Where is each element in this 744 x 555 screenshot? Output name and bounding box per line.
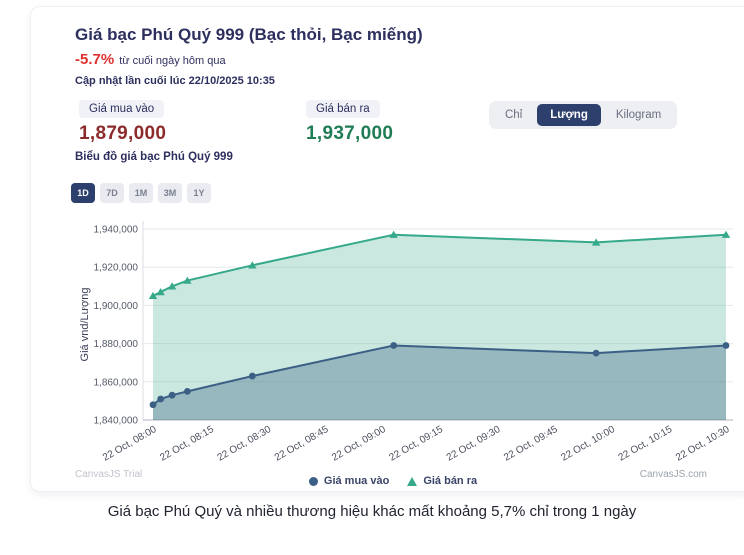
svg-text:1,840,000: 1,840,000	[94, 416, 139, 427]
change-row: -5.7% từ cuối ngày hôm qua	[75, 51, 226, 68]
canvasjs-trial-watermark: CanvasJS Trial	[75, 469, 143, 480]
unit-option-chỉ[interactable]: Chỉ	[492, 104, 535, 126]
svg-text:22 Oct, 08:30: 22 Oct, 08:30	[216, 424, 274, 464]
buy-price-label: Giá mua vào	[79, 100, 165, 118]
unit-toggle: Chỉ Lượng Kilogram	[489, 101, 678, 129]
chart-heading: Biểu đồ giá bạc Phú Quý 999	[75, 151, 233, 163]
page-title: Giá bạc Phú Quý 999 (Bạc thỏi, Bạc miếng…	[75, 25, 423, 44]
svg-text:22 Oct, 09:30: 22 Oct, 09:30	[445, 424, 503, 464]
svg-text:22 Oct, 08:15: 22 Oct, 08:15	[158, 424, 216, 464]
range-buttons: 1D 7D 1M 3M 1Y	[71, 183, 211, 203]
svg-text:1,940,000: 1,940,000	[94, 225, 139, 236]
svg-text:22 Oct, 10:00: 22 Oct, 10:00	[559, 424, 617, 464]
last-updated: Cập nhật lần cuối lúc 22/10/2025 10:35	[75, 75, 275, 87]
circle-marker-icon	[308, 476, 318, 486]
price-chart-card: Giá bạc Phú Quý 999 (Bạc thỏi, Bạc miếng…	[30, 6, 744, 492]
unit-option-lượng[interactable]: Lượng	[537, 104, 601, 126]
range-option-3m[interactable]: 3M	[158, 183, 182, 203]
svg-text:22 Oct, 09:15: 22 Oct, 09:15	[387, 424, 445, 464]
price-chart: 1,840,000 1,860,000 1,880,000 1,900,000 1,92…	[79, 221, 733, 464]
svg-text:22 Oct, 10:15: 22 Oct, 10:15	[617, 424, 675, 464]
buy-price-block: Giá mua vào 1,879,000	[79, 99, 166, 145]
legend-item[interactable]: Giá mua vào	[308, 475, 390, 487]
svg-text:22 Oct, 10:30: 22 Oct, 10:30	[674, 424, 732, 464]
change-note: từ cuối ngày hôm qua	[119, 55, 226, 67]
page-caption: Giá bạc Phú Quý và nhiều thương hiệu khá…	[107, 503, 637, 520]
range-option-1y[interactable]: 1Y	[187, 183, 211, 203]
unit-option-kilogram[interactable]: Kilogram	[603, 104, 674, 126]
sell-price-block: Giá bán ra 1,937,000	[306, 99, 393, 145]
svg-text:22 Oct, 08:00: 22 Oct, 08:00	[101, 424, 159, 464]
legend-label: Giá mua vào	[323, 475, 390, 487]
range-option-1d[interactable]: 1D	[71, 183, 95, 203]
sell-price-value: 1,937,000	[306, 123, 394, 144]
legend-label: Giá bán ra	[423, 475, 478, 487]
svg-text:Giá vnd/Lượng: Giá vnd/Lượng	[79, 288, 91, 362]
buy-price-value: 1,879,000	[79, 123, 167, 144]
range-option-1m[interactable]: 1M	[129, 183, 153, 203]
change-percent: -5.7%	[75, 51, 115, 68]
svg-text:22 Oct, 09:45: 22 Oct, 09:45	[502, 424, 560, 464]
svg-text:22 Oct, 08:45: 22 Oct, 08:45	[273, 424, 331, 464]
legend-item[interactable]: Giá bán ra	[407, 475, 477, 487]
sell-price-label: Giá bán ra	[306, 100, 380, 118]
chart-legend: Giá mua vào Giá bán ra	[31, 475, 744, 487]
svg-text:22 Oct, 09:00: 22 Oct, 09:00	[330, 424, 388, 464]
triangle-marker-icon	[407, 476, 418, 486]
range-option-7d[interactable]: 7D	[100, 183, 124, 203]
canvasjs-link[interactable]: CanvasJS.com	[639, 469, 707, 480]
svg-text:1,880,000: 1,880,000	[94, 339, 139, 350]
svg-text:1,900,000: 1,900,000	[94, 301, 139, 312]
svg-text:1,860,000: 1,860,000	[94, 377, 139, 388]
svg-text:1,920,000: 1,920,000	[94, 263, 139, 274]
